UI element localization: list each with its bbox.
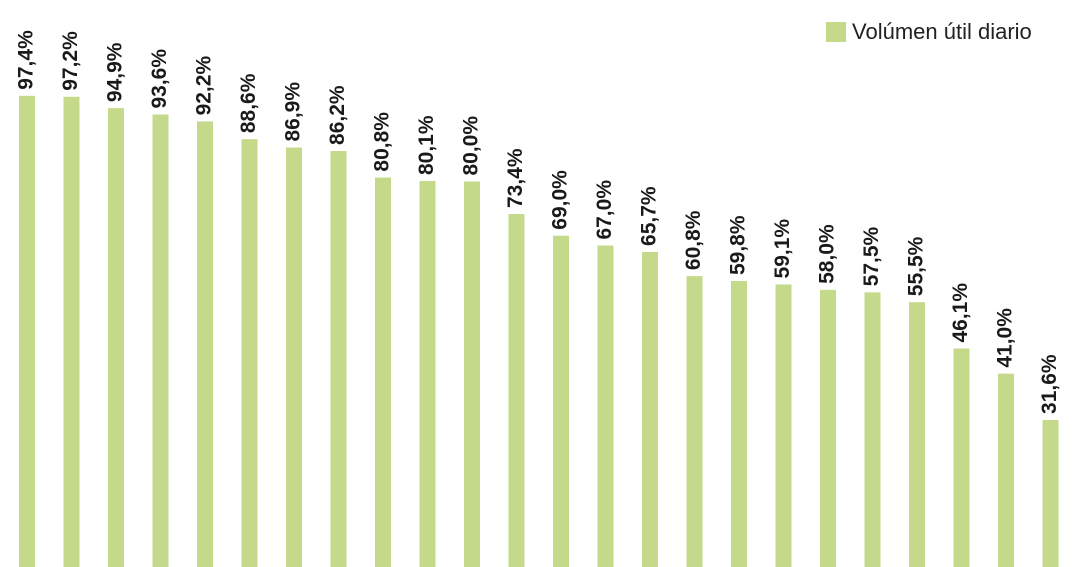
value-label: 60,8% <box>682 210 705 270</box>
bar <box>152 114 169 567</box>
value-label: 58,0% <box>816 224 839 284</box>
bar <box>63 96 80 567</box>
value-label: 86,2% <box>326 85 349 145</box>
bar <box>953 348 970 567</box>
bar <box>820 289 836 567</box>
value-label: 80,8% <box>371 112 394 172</box>
value-label: 80,0% <box>460 116 483 176</box>
bar <box>419 181 436 567</box>
bar <box>998 373 1014 567</box>
bar <box>108 108 124 567</box>
value-label: 86,9% <box>282 82 305 142</box>
value-label: 97,2% <box>59 31 82 91</box>
bar <box>375 177 391 567</box>
bar <box>686 276 703 567</box>
bar <box>909 302 925 567</box>
legend-label: Volúmen útil diario <box>852 19 1032 44</box>
value-label: 97,4% <box>15 30 38 90</box>
bar <box>330 150 347 567</box>
value-label: 69,0% <box>549 170 572 230</box>
bar <box>864 292 881 567</box>
value-label: 73,4% <box>504 148 527 208</box>
value-label: 57,5% <box>860 226 883 286</box>
bar <box>553 235 569 567</box>
bar <box>197 121 213 567</box>
value-label: 80,1% <box>415 115 438 175</box>
value-label: 93,6% <box>148 49 171 109</box>
value-label: 55,5% <box>905 236 928 296</box>
bar <box>731 281 747 567</box>
value-label: 94,9% <box>104 42 127 102</box>
bar <box>642 251 658 567</box>
bar <box>464 181 480 567</box>
bar <box>1042 419 1059 567</box>
value-label: 92,2% <box>193 56 216 116</box>
value-label: 31,6% <box>1038 354 1061 414</box>
bar <box>286 147 302 567</box>
value-label: 41,0% <box>994 308 1017 368</box>
value-label: 65,7% <box>638 186 661 246</box>
value-label: 59,1% <box>771 219 794 279</box>
legend-swatch <box>826 22 846 42</box>
bar <box>19 95 35 567</box>
value-label: 59,8% <box>727 215 750 275</box>
bar <box>241 139 258 567</box>
bar <box>775 284 792 567</box>
value-label: 88,6% <box>237 73 260 133</box>
value-label: 46,1% <box>949 283 972 343</box>
bar <box>508 214 525 567</box>
value-label: 67,0% <box>593 180 616 240</box>
bar <box>597 245 614 567</box>
